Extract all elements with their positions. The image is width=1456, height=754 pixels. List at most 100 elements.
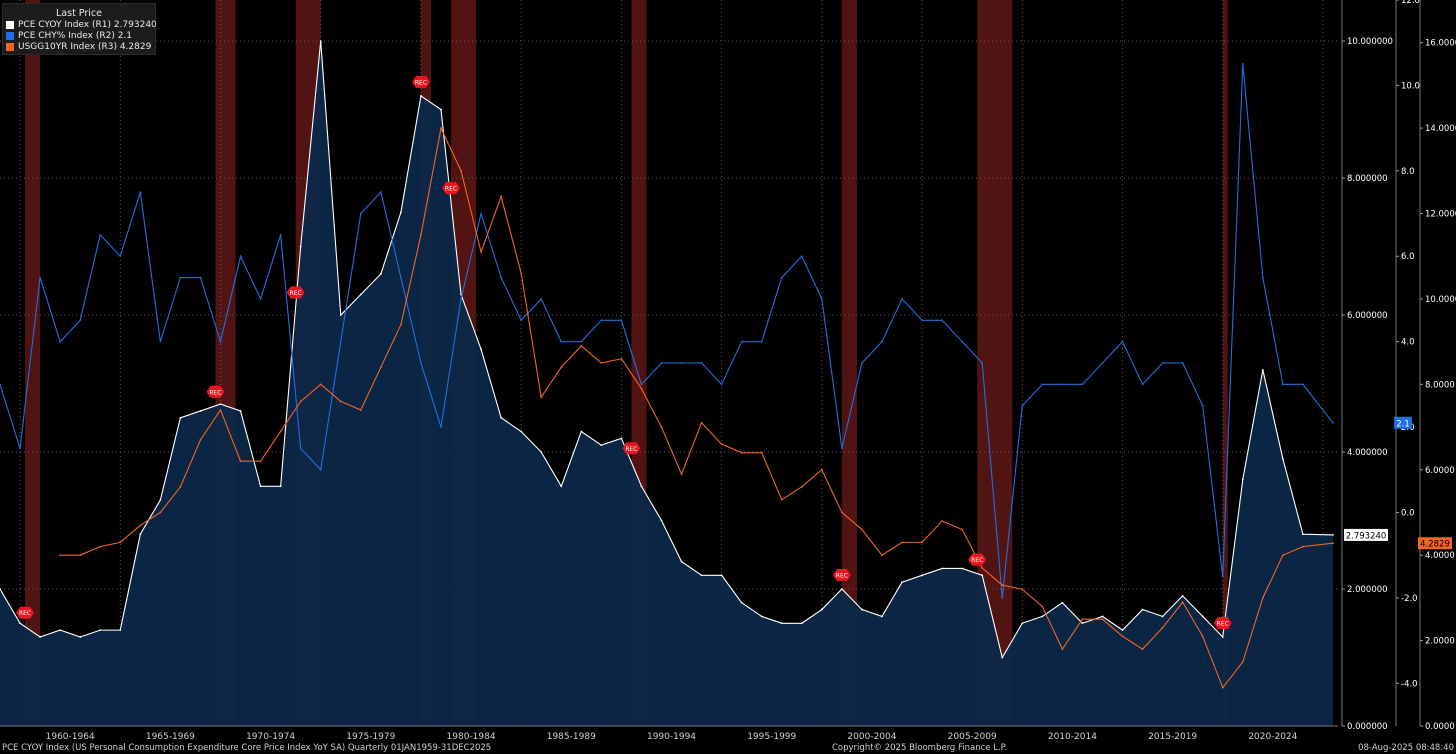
- data-point: [760, 451, 763, 454]
- legend-title: Last Price: [56, 8, 102, 19]
- data-point: [1121, 340, 1124, 343]
- legend-entry-usgg10yr[interactable]: USGG10YR Index (R3) 4.2829: [3, 41, 155, 52]
- data-point: [620, 437, 623, 440]
- footer-description: PCE CYOY Index (US Personal Consumption …: [2, 743, 492, 753]
- rec-marker: REC: [622, 442, 641, 455]
- last-value-badge-r1: [1344, 528, 1388, 541]
- x-tick-label: 1965-1969: [146, 732, 195, 742]
- y-tick-label-r2: -4.0: [1401, 679, 1418, 689]
- x-tick-label: 1975-1979: [346, 732, 395, 742]
- data-point: [119, 541, 122, 544]
- data-point: [199, 410, 202, 412]
- x-tick-label: 1980-1984: [447, 732, 496, 742]
- data-point: [440, 426, 442, 428]
- data-point: [1081, 618, 1084, 621]
- data-point: [219, 340, 222, 343]
- data-point: [881, 615, 883, 618]
- data-point: [79, 554, 82, 557]
- rec-marker-label: REC: [445, 186, 457, 193]
- data-point: [780, 498, 783, 501]
- data-point: [600, 319, 603, 322]
- rec-marker: REC: [968, 553, 987, 566]
- data-point: [981, 362, 984, 364]
- recession-band: [25, 0, 41, 726]
- legend-swatch: [6, 31, 14, 40]
- data-point: [840, 588, 843, 590]
- data-point: [921, 319, 923, 322]
- data-point: [760, 340, 763, 343]
- pce-cyoy-area: [0, 41, 1333, 726]
- y-tick-label-r2: 8.0: [1401, 167, 1415, 177]
- legend-label: PCE CYOY Index (R1) 2.793240: [18, 19, 157, 30]
- data-point: [600, 444, 603, 447]
- data-point: [279, 233, 282, 236]
- data-point: [79, 319, 82, 322]
- data-point: [1021, 588, 1024, 591]
- data-point: [139, 524, 142, 527]
- y-tick-label-r3: 8.0000: [1425, 380, 1455, 390]
- y-tick-label-r3: 16.0000: [1425, 39, 1456, 49]
- data-point: [740, 340, 743, 343]
- data-point: [99, 629, 102, 632]
- data-point: [1021, 622, 1024, 625]
- data-point: [179, 485, 182, 488]
- data-point: [119, 255, 122, 258]
- data-point: [319, 468, 322, 471]
- data-point: [1081, 383, 1084, 386]
- x-tick-label: 2010-2014: [1048, 732, 1097, 742]
- data-point: [1221, 686, 1224, 689]
- data-point: [840, 447, 843, 450]
- rec-marker-label: REC: [209, 389, 221, 396]
- legend-swatch: [6, 42, 14, 51]
- legend-entry-pce-chy[interactable]: PCE CHY% Index (R2) 2.1: [3, 30, 155, 41]
- data-point: [961, 567, 964, 570]
- data-point: [520, 272, 523, 275]
- legend: Last Price PCE CYOY Index (R1) 2.793240 …: [2, 3, 157, 55]
- data-point: [680, 362, 683, 364]
- y-tick-label-r3: 4.0000: [1425, 551, 1455, 561]
- data-point: [580, 340, 583, 343]
- data-point: [1181, 601, 1184, 604]
- data-point: [420, 94, 422, 97]
- data-point: [179, 416, 182, 419]
- rec-marker: REC: [832, 569, 851, 582]
- data-point: [1281, 554, 1284, 557]
- data-point: [921, 541, 923, 544]
- data-point: [820, 468, 823, 471]
- data-point: [299, 245, 302, 248]
- data-point: [1141, 648, 1144, 651]
- data-point: [1061, 383, 1064, 386]
- data-point: [339, 340, 342, 343]
- rec-marker: REC: [16, 606, 35, 619]
- data-point: [179, 276, 182, 279]
- data-point: [720, 383, 723, 386]
- data-point: [1121, 629, 1124, 632]
- data-point: [159, 499, 162, 501]
- data-point: [800, 485, 803, 488]
- data-point: [941, 520, 944, 522]
- data-point: [961, 528, 964, 531]
- legend-label: PCE CHY% Index (R2) 2.1: [18, 30, 133, 41]
- footer: PCE CYOY Index (US Personal Consumption …: [0, 743, 1456, 754]
- data-point: [0, 588, 1, 590]
- data-point: [59, 554, 62, 557]
- data-point: [79, 636, 82, 638]
- data-point: [399, 211, 402, 214]
- y-tick-label-r2: 10.0: [1401, 81, 1420, 91]
- data-point: [760, 615, 763, 618]
- rec-marker-shape: [16, 606, 35, 619]
- y-tick-label-r1: 4.000000: [1347, 448, 1388, 458]
- legend-entry-pce-cyoy[interactable]: PCE CYOY Index (R1) 2.793240: [3, 19, 157, 30]
- data-point: [540, 396, 543, 399]
- data-point: [339, 400, 342, 403]
- rec-marker: REC: [411, 75, 430, 88]
- rec-marker-label: REC: [415, 79, 427, 86]
- recession-markers: REC REC REC REC REC REC REC REC REC: [16, 75, 1232, 629]
- rec-marker-label: REC: [19, 610, 31, 617]
- data-point: [861, 528, 863, 531]
- rec-marker-label: REC: [625, 446, 637, 453]
- data-point: [1181, 362, 1184, 364]
- y-tick-label-r1: 2.000000: [1347, 585, 1388, 595]
- data-point: [941, 567, 944, 570]
- data-point: [480, 212, 482, 215]
